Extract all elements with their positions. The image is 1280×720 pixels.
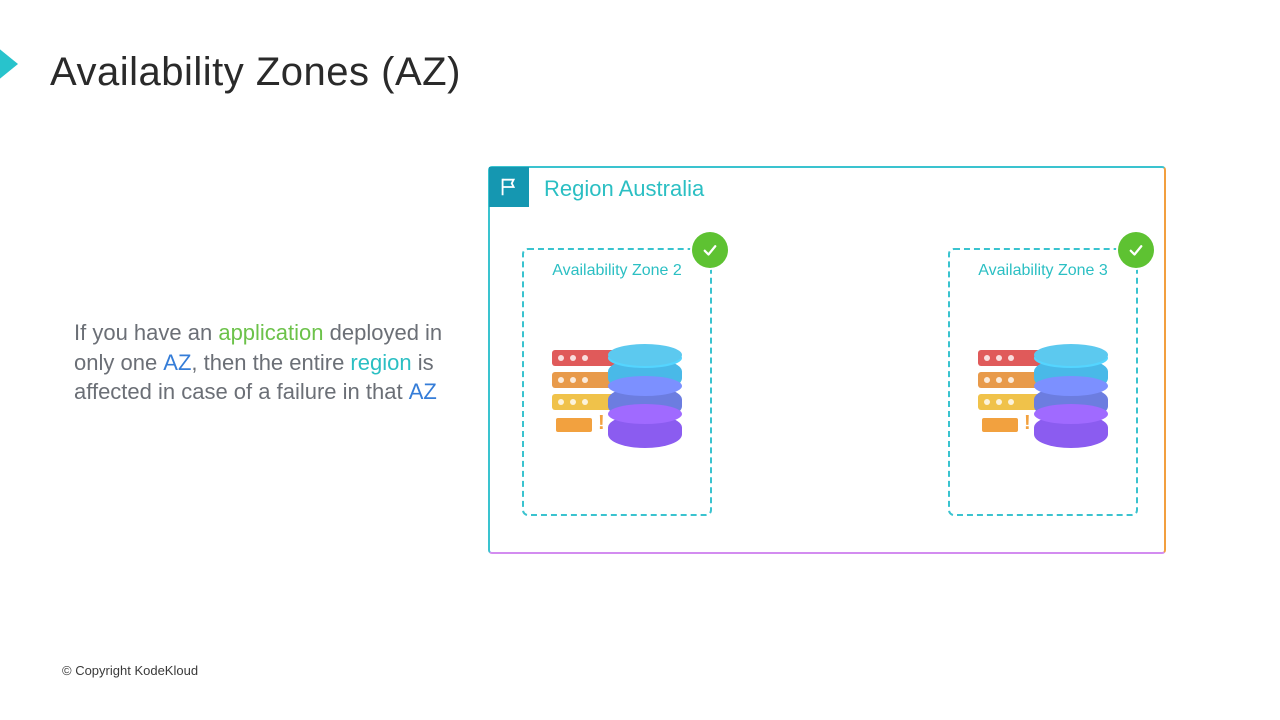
check-icon (1118, 232, 1154, 268)
server-db-icon (978, 350, 1108, 450)
region-label: Region Australia (544, 176, 704, 202)
slide-title: Availability Zones (AZ) (50, 50, 461, 95)
region-box: Region Australia Availability Zone 2 Avai… (488, 166, 1166, 554)
availability-zone: Availability Zone 2 (522, 248, 712, 516)
copyright-text: © Copyright KodeKloud (62, 663, 198, 678)
check-icon (692, 232, 728, 268)
body-paragraph: If you have an application deployed in o… (74, 318, 474, 407)
server-db-icon (552, 350, 682, 450)
chevron-icon (0, 38, 18, 90)
availability-zone: Availability Zone 3 (948, 248, 1138, 516)
az-label: Availability Zone 2 (524, 262, 710, 280)
flag-icon (489, 167, 529, 207)
slide: Availability Zones (AZ) If you have an a… (0, 0, 1280, 720)
az-label: Availability Zone 3 (950, 262, 1136, 280)
